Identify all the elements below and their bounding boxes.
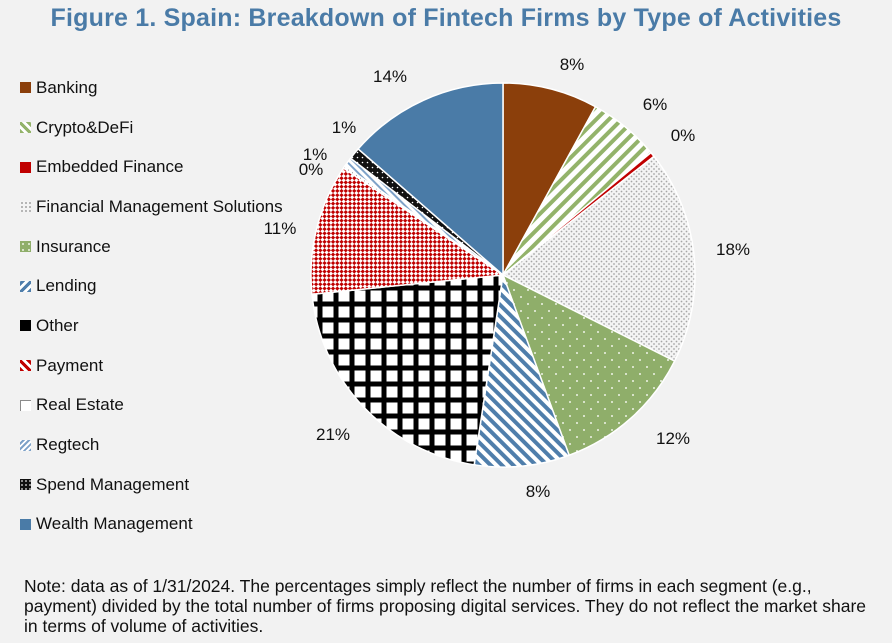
legend-swatch [20, 161, 31, 173]
pie-slice [501, 155, 696, 363]
legend-label: Financial Management Solutions [36, 196, 283, 216]
legend: Banking Crypto&DeFi Embedded Finance Financ… [20, 68, 320, 544]
legend-swatch [20, 360, 31, 372]
chart-note: Note: data as of 1/31/2024. The percenta… [24, 576, 867, 636]
legend-label: Other [36, 315, 79, 335]
pie-slice [357, 82, 504, 277]
slice-value-label: 6% [643, 95, 668, 114]
legend-item: Lending [20, 266, 320, 306]
slice-value-label: 8% [560, 55, 585, 74]
legend-item: Insurance [20, 227, 320, 267]
legend-item: Crypto&DeFi [20, 108, 320, 148]
legend-label: Real Estate [36, 395, 124, 415]
legend-label: Regtech [36, 435, 100, 455]
legend-label: Payment [36, 355, 104, 375]
legend-label: Banking [36, 77, 98, 97]
pie-slice [502, 82, 597, 276]
legend-swatch [20, 122, 31, 134]
legend-item: Other [20, 306, 320, 346]
slice-value-label: 1% [303, 145, 328, 164]
legend-item: Payment [20, 346, 320, 386]
legend-swatch [20, 399, 31, 411]
legend-label: Embedded Finance [36, 157, 184, 177]
slice-value-label: 1% [332, 118, 357, 137]
legend-swatch [20, 479, 31, 491]
legend-label: Crypto&DeFi [36, 117, 134, 137]
pie-slice [311, 274, 504, 466]
legend-item: Embedded Finance [20, 147, 320, 187]
legend-item: Wealth Management [20, 505, 320, 545]
pie-chart: 8%6%0%18%12%8%21%11%0%1%14%1% [264, 55, 750, 501]
slice-value-label: 0% [671, 126, 696, 145]
legend-item: Banking [20, 68, 320, 108]
legend-swatch [20, 241, 31, 253]
slice-value-label: 11% [264, 219, 297, 238]
slice-value-label: 18% [716, 240, 750, 259]
slice-value-label: 21% [316, 425, 350, 444]
legend-label: Lending [36, 276, 97, 296]
legend-label: Wealth Management [36, 514, 193, 534]
slice-value-label: 8% [526, 482, 551, 501]
legend-item: Financial Management Solutions [20, 187, 320, 227]
pie-slice [310, 167, 506, 296]
legend-swatch [20, 320, 31, 332]
legend-swatch [20, 82, 31, 94]
chart-title: Figure 1. Spain: Breakdown of Fintech Fi… [50, 4, 842, 32]
pie-slice [501, 273, 676, 457]
slice-value-label: 0% [299, 160, 324, 179]
legend-swatch [20, 280, 31, 292]
legend-item: Regtech [20, 425, 320, 465]
legend-swatch [20, 201, 31, 213]
pie-slice [473, 274, 571, 468]
legend-item: Spend Management [20, 465, 320, 505]
legend-label: Insurance [36, 236, 111, 256]
legend-item: Real Estate [20, 386, 320, 426]
legend-label: Spend Management [36, 474, 190, 494]
legend-swatch [20, 439, 31, 451]
legend-swatch [20, 518, 31, 530]
slice-value-label: 12% [656, 429, 690, 448]
slice-value-label: 14% [373, 67, 407, 86]
